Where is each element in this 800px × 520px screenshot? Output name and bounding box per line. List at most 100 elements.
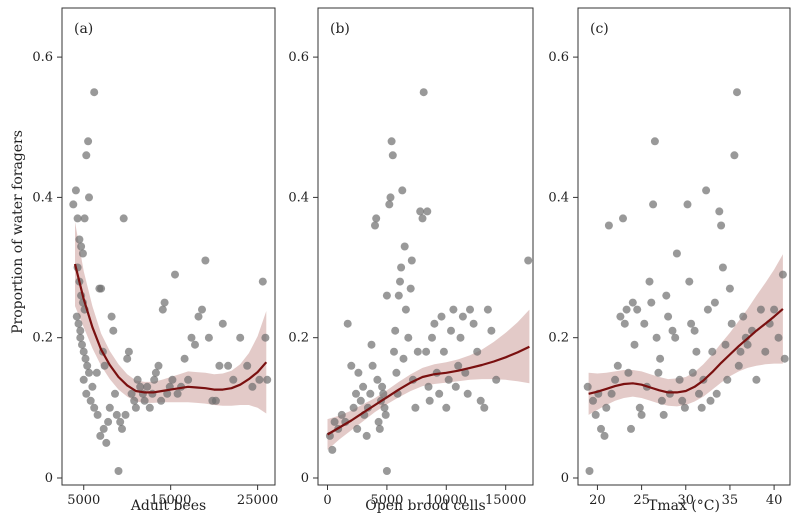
data-point	[425, 396, 434, 405]
data-point	[85, 368, 93, 377]
y-tick-label: 0.2	[288, 331, 309, 346]
data-point	[150, 375, 159, 384]
data-point	[627, 424, 635, 433]
data-point	[392, 368, 401, 377]
data-point	[90, 403, 99, 412]
data-point	[665, 389, 674, 398]
data-point	[662, 291, 671, 300]
data-point	[83, 361, 92, 370]
data-point	[133, 375, 142, 384]
data-point	[702, 186, 711, 195]
x-tick-label: 0	[323, 493, 331, 508]
data-point	[628, 298, 637, 307]
data-point	[619, 214, 627, 223]
y-tick-label: 0.6	[32, 50, 53, 65]
data-point	[111, 389, 119, 398]
data-point	[100, 361, 109, 370]
data-point	[752, 375, 761, 384]
y-tick-label: 0.4	[548, 190, 569, 205]
data-point	[154, 361, 163, 370]
data-point	[347, 361, 356, 370]
data-point	[385, 200, 394, 209]
y-tick-label: 0.6	[288, 50, 309, 65]
data-point	[85, 193, 93, 202]
data-point	[102, 438, 111, 447]
data-point	[620, 319, 629, 328]
data-point	[687, 319, 696, 328]
data-point	[388, 151, 397, 160]
data-point	[124, 347, 133, 356]
y-tick-label: 0	[45, 471, 53, 486]
x-tick-label: 10000	[426, 493, 467, 508]
data-point	[373, 375, 382, 384]
data-point	[381, 410, 390, 419]
data-point	[379, 389, 388, 398]
data-point	[461, 368, 470, 377]
data-point	[659, 410, 668, 419]
y-tick-label: 0.4	[32, 190, 53, 205]
fit-curve	[73, 263, 268, 394]
data-point	[456, 333, 465, 342]
data-point	[597, 424, 605, 433]
data-point	[447, 326, 455, 335]
x-tick-label: 15000	[150, 493, 191, 508]
data-point	[371, 221, 379, 230]
data-point	[649, 200, 658, 209]
data-point	[717, 221, 726, 230]
data-point	[198, 305, 206, 314]
data-point	[93, 410, 102, 419]
data-point	[774, 333, 783, 342]
data-point	[435, 389, 444, 398]
data-point	[727, 319, 736, 328]
data-point	[652, 333, 661, 342]
data-point	[469, 319, 478, 328]
plot-frame	[577, 7, 791, 486]
data-point	[400, 242, 409, 251]
data-point	[524, 256, 533, 265]
data-point	[733, 88, 741, 97]
data-point	[76, 333, 85, 342]
data-point	[418, 214, 427, 223]
data-point	[416, 207, 425, 216]
data-point	[688, 368, 697, 377]
fit-curve	[588, 308, 784, 395]
data-point	[692, 347, 701, 356]
y-axis-label: Proportion of water foragers	[10, 130, 26, 334]
data-point	[604, 221, 613, 230]
data-point	[258, 277, 267, 286]
data-point	[466, 305, 474, 314]
data-point	[458, 312, 467, 321]
data-point	[607, 389, 616, 398]
data-point	[92, 368, 101, 377]
panel-label: (a)	[74, 21, 93, 37]
data-point	[600, 431, 609, 440]
data-point	[112, 410, 121, 419]
data-point	[715, 207, 724, 216]
data-point	[157, 396, 166, 405]
data-point	[218, 319, 227, 328]
confidence-band	[588, 254, 783, 415]
data-point	[368, 361, 377, 370]
data-point	[487, 326, 496, 335]
y-tick-label: 0.6	[548, 50, 569, 65]
data-point	[473, 347, 482, 356]
data-point	[76, 326, 85, 335]
data-point	[215, 361, 224, 370]
data-point	[69, 200, 78, 209]
data-point	[480, 403, 489, 412]
data-point	[394, 291, 403, 300]
data-point	[602, 403, 611, 412]
data-point	[77, 242, 86, 251]
data-point	[382, 291, 391, 300]
data-point	[173, 389, 182, 398]
data-point	[168, 375, 177, 384]
data-point	[657, 396, 666, 405]
data-point	[624, 368, 633, 377]
data-point	[82, 151, 91, 160]
data-point	[741, 333, 750, 342]
data-point	[449, 305, 458, 314]
data-point	[118, 424, 126, 433]
x-axis-label: Tmax (°C)	[648, 498, 720, 514]
